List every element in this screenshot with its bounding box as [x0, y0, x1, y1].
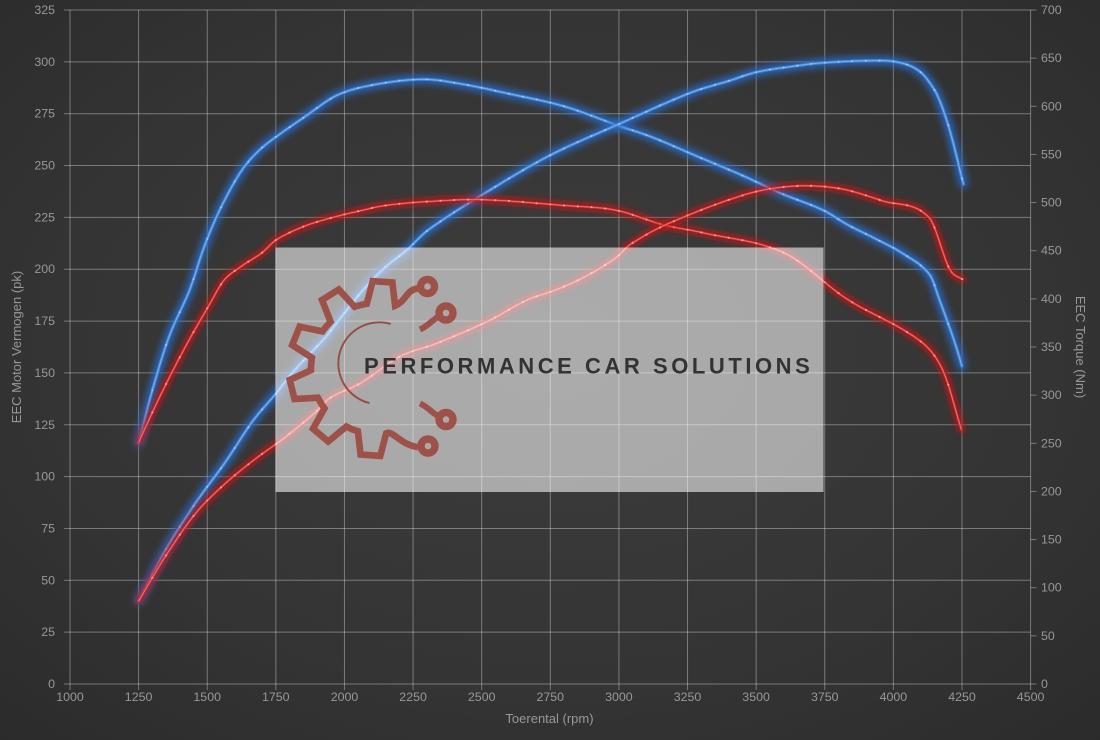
svg-text:2250: 2250: [399, 690, 427, 704]
svg-text:1500: 1500: [193, 690, 221, 704]
svg-text:100: 100: [34, 470, 55, 484]
svg-text:175: 175: [34, 314, 55, 328]
svg-text:500: 500: [1041, 196, 1062, 210]
svg-text:75: 75: [41, 522, 55, 536]
svg-text:1250: 1250: [125, 690, 153, 704]
svg-text:50: 50: [41, 573, 55, 587]
svg-text:50: 50: [1041, 629, 1055, 643]
svg-text:2750: 2750: [537, 690, 565, 704]
svg-text:1000: 1000: [56, 690, 84, 704]
svg-text:100: 100: [1041, 581, 1062, 595]
svg-text:4000: 4000: [880, 690, 908, 704]
svg-text:EEC Motor Vermogen (pk): EEC Motor Vermogen (pk): [9, 271, 24, 423]
svg-text:300: 300: [1041, 388, 1062, 402]
svg-text:200: 200: [1041, 484, 1062, 498]
svg-text:150: 150: [1041, 533, 1062, 547]
svg-text:400: 400: [1041, 292, 1062, 306]
svg-text:300: 300: [34, 55, 55, 69]
svg-text:3250: 3250: [674, 690, 702, 704]
svg-text:550: 550: [1041, 147, 1062, 161]
svg-text:3000: 3000: [605, 690, 633, 704]
svg-text:0: 0: [48, 677, 55, 691]
svg-text:3500: 3500: [742, 690, 770, 704]
svg-text:600: 600: [1041, 99, 1062, 113]
svg-text:PERFORMANCE CAR SOLUTIONS: PERFORMANCE CAR SOLUTIONS: [364, 354, 813, 379]
svg-text:150: 150: [34, 366, 55, 380]
svg-text:4500: 4500: [1017, 690, 1045, 704]
svg-text:650: 650: [1041, 51, 1062, 65]
svg-text:350: 350: [1041, 340, 1062, 354]
svg-text:0: 0: [1041, 677, 1048, 691]
svg-text:2000: 2000: [331, 690, 359, 704]
svg-text:450: 450: [1041, 244, 1062, 258]
svg-text:Toerental (rpm): Toerental (rpm): [505, 711, 593, 726]
svg-text:3750: 3750: [811, 690, 839, 704]
svg-text:4250: 4250: [948, 690, 976, 704]
svg-text:700: 700: [1041, 3, 1062, 17]
svg-text:250: 250: [34, 159, 55, 173]
svg-text:225: 225: [34, 210, 55, 224]
svg-text:325: 325: [34, 3, 55, 17]
svg-text:250: 250: [1041, 436, 1062, 450]
svg-text:2500: 2500: [468, 690, 496, 704]
svg-text:25: 25: [41, 625, 55, 639]
svg-text:EEC Torque (Nm): EEC Torque (Nm): [1073, 296, 1088, 398]
svg-text:125: 125: [34, 418, 55, 432]
svg-text:1750: 1750: [262, 690, 290, 704]
svg-text:200: 200: [34, 262, 55, 276]
svg-text:275: 275: [34, 107, 55, 121]
